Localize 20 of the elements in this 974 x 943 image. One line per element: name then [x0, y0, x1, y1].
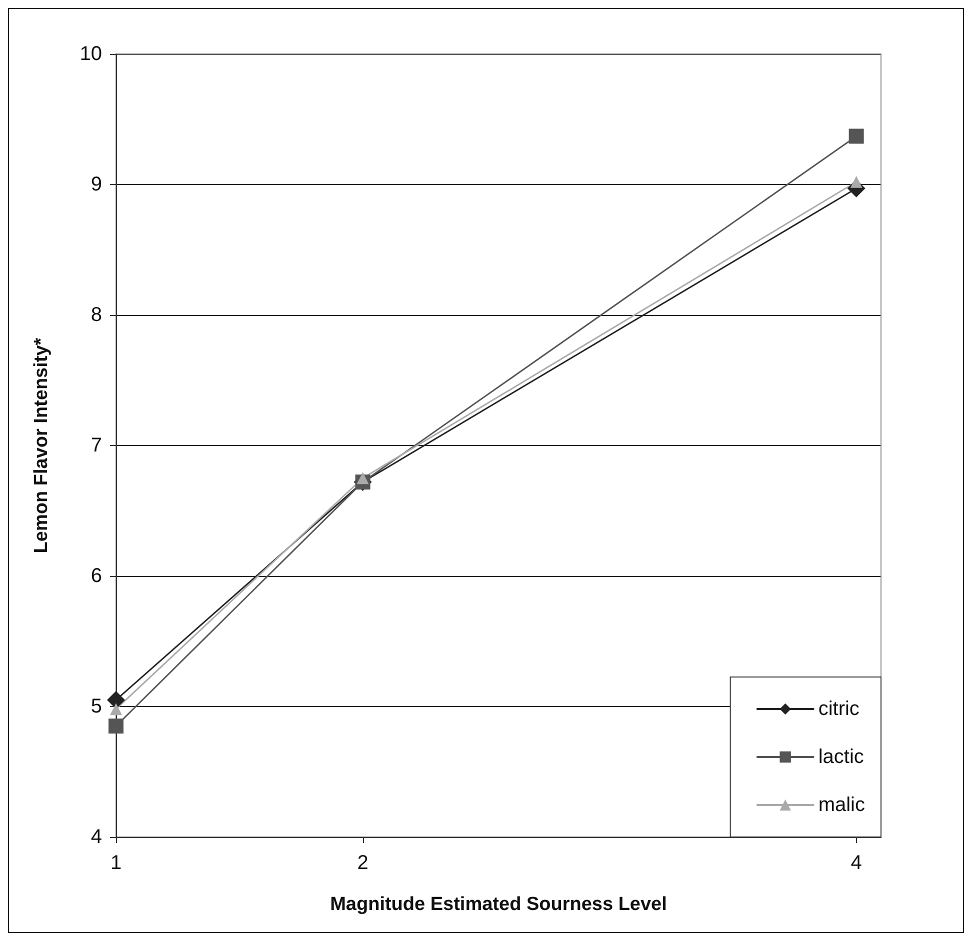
legend-label: lactic — [818, 746, 864, 768]
x-axis-title: Magnitude Estimated Sourness Level — [330, 894, 667, 915]
point — [110, 703, 122, 716]
y-tick-label: 8 — [90, 304, 102, 326]
point — [850, 176, 862, 188]
y-tick-label: 9 — [90, 174, 102, 196]
x-tick-label: 1 — [110, 852, 122, 874]
point — [108, 718, 124, 734]
point — [848, 128, 864, 144]
y-tick-label: 7 — [90, 434, 102, 456]
legend-label: citric — [818, 698, 860, 720]
x-tick-label: 2 — [357, 852, 368, 874]
y-tick-label: 5 — [90, 696, 102, 718]
y-tick-label: 6 — [90, 565, 102, 587]
x-tick-label: 4 — [850, 852, 862, 874]
y-tick-label: 10 — [80, 43, 102, 65]
legend-label: malic — [818, 794, 865, 816]
y-axis-title: Lemon Flavor Intensity* — [31, 337, 52, 554]
y-tick-label: 4 — [90, 826, 102, 848]
point — [107, 690, 125, 709]
